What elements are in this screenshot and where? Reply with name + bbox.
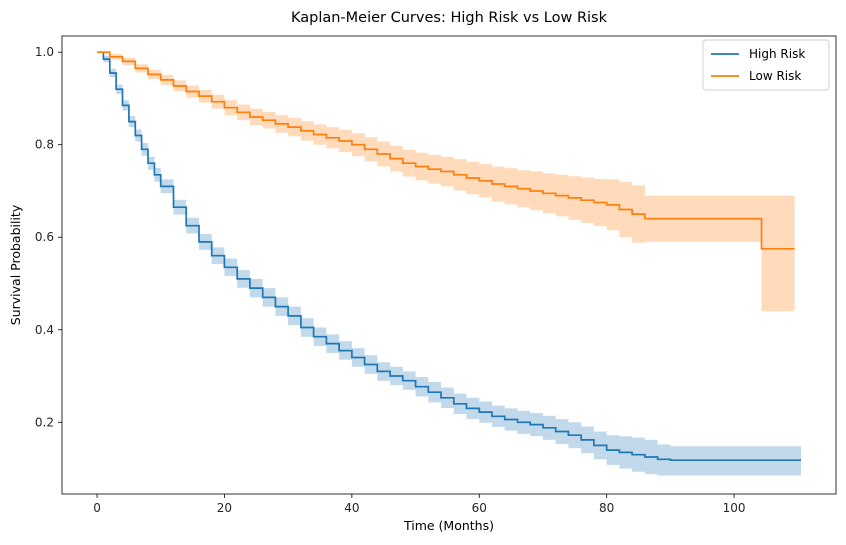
low-risk-confidence-band	[97, 52, 795, 312]
legend-box	[702, 39, 830, 91]
y-axis: 0.2 0.4 0.6 0.8 1.0	[35, 45, 62, 429]
low-risk-survival-line	[97, 51, 795, 250]
x-axis: 0 20 40 60 80 100	[93, 494, 746, 515]
x-tick-label: 60	[472, 501, 487, 515]
x-tick-label: 100	[723, 501, 746, 515]
x-axis-label: Time (Months)	[403, 518, 494, 533]
y-tick-label: 0.4	[35, 323, 54, 337]
x-tick-label: 80	[599, 501, 614, 515]
y-tick-label: 0.6	[35, 230, 54, 244]
y-tick-label: 1.0	[35, 45, 54, 59]
x-tick-label: 0	[93, 501, 101, 515]
plot-frame	[61, 35, 837, 495]
y-axis-label: Survival Probability	[8, 204, 23, 325]
x-tick-label: 20	[217, 501, 232, 515]
chart-title: Kaplan-Meier Curves: High Risk vs Low Ri…	[291, 10, 608, 26]
high-risk-survival-line	[97, 51, 801, 462]
y-tick-label: 0.8	[35, 138, 54, 152]
legend: High Risk Low Risk	[702, 39, 830, 91]
x-tick-label: 40	[344, 501, 359, 515]
legend-label-low-risk: Low Risk	[749, 69, 801, 83]
y-tick-label: 0.2	[35, 415, 54, 429]
plot-area	[97, 51, 801, 476]
high-risk-confidence-band	[97, 52, 801, 476]
legend-label-high-risk: High Risk	[749, 47, 805, 61]
